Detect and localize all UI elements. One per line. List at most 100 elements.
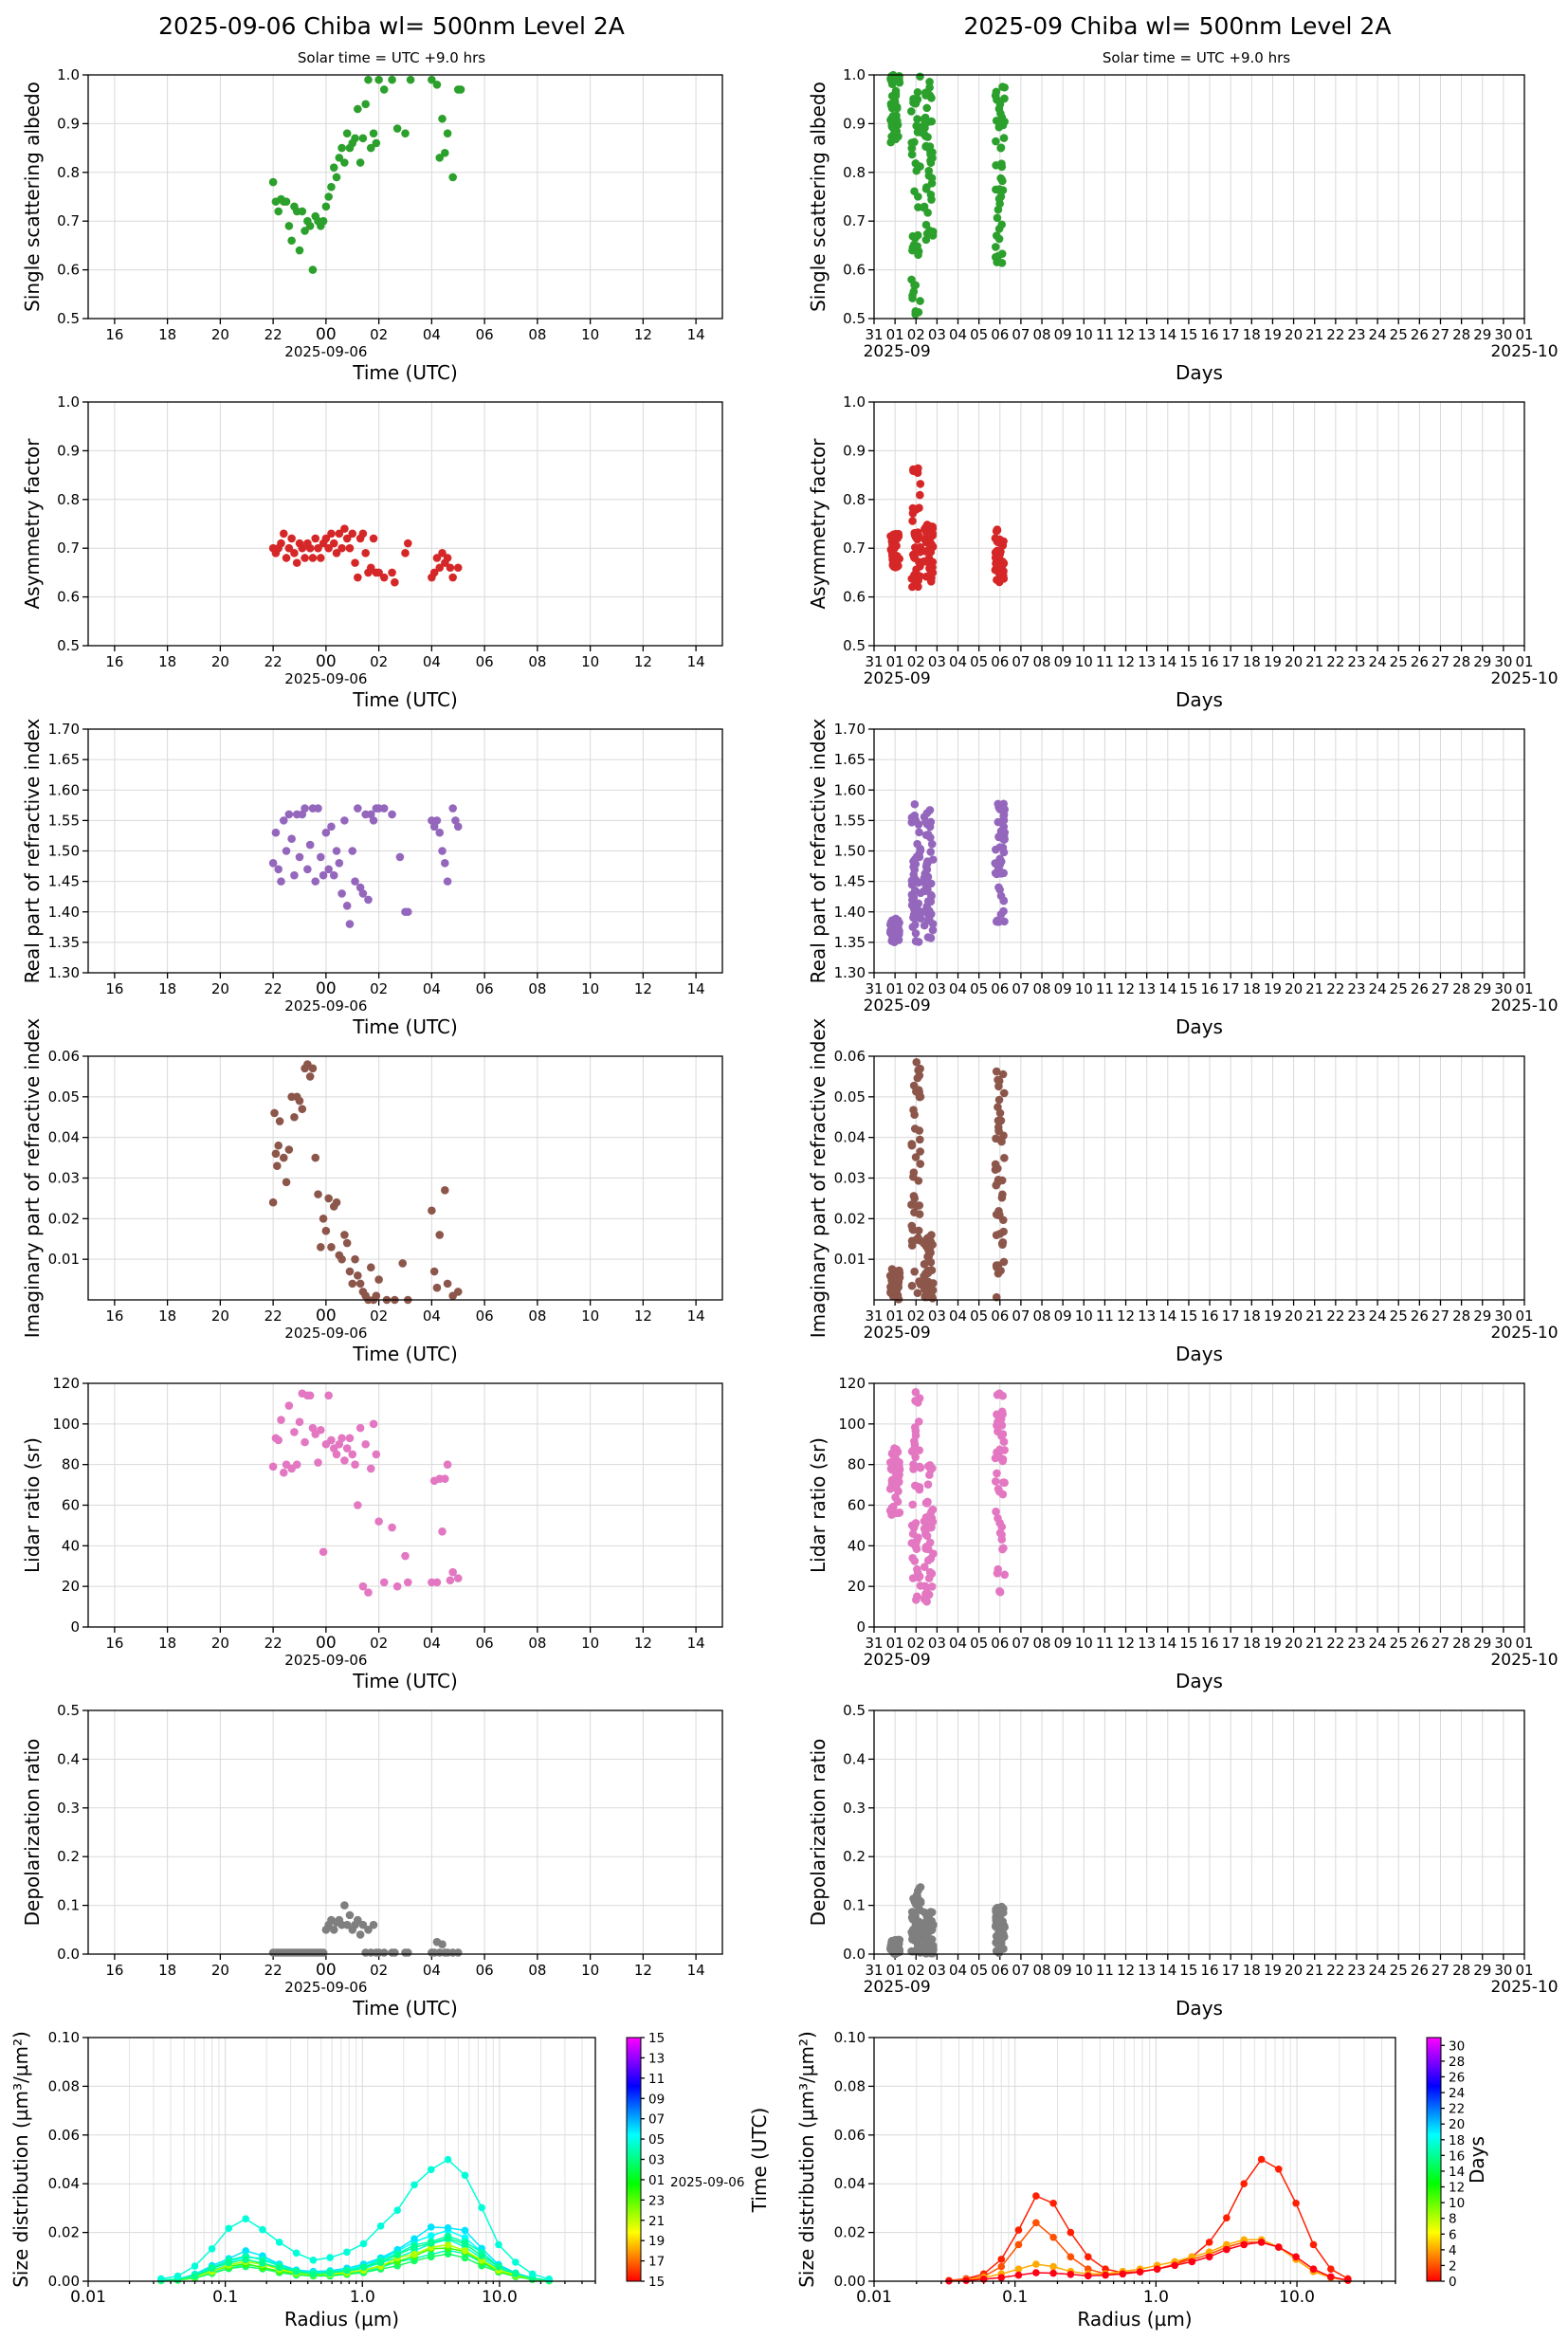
data-point [273, 1161, 282, 1170]
data-point [991, 868, 1000, 878]
data-point [909, 504, 918, 514]
data-point [913, 230, 922, 240]
series-point [427, 2232, 435, 2239]
colorbar-tick-label: 28 [1449, 2055, 1465, 2070]
data-point [354, 1915, 362, 1925]
data-point [332, 173, 341, 182]
panels: 0.5 0.6 0.7 0.8 0.9 1.0 Single scattering albe… [9, 66, 1559, 2331]
y-tick-label: 0.06 [48, 1048, 80, 1065]
data-point [913, 1289, 922, 1298]
data-point [894, 1487, 903, 1496]
data-point [992, 116, 1001, 125]
data-point [345, 1434, 355, 1443]
data-point [301, 1437, 309, 1447]
data-point [388, 810, 396, 819]
data-point [913, 839, 921, 849]
x-axis-label: Time (UTC) [352, 361, 458, 384]
colorbar-tick-label: 09 [648, 2092, 665, 2107]
data-point [335, 859, 344, 868]
data-point [329, 539, 338, 548]
x-axis-label: Days [1176, 361, 1223, 384]
x-tick-label: 16 [105, 653, 123, 670]
data-point [908, 1529, 918, 1539]
data-point [920, 120, 929, 130]
data-point [271, 828, 281, 837]
data-point [348, 529, 357, 539]
x-tick-label: 10 [581, 326, 599, 343]
series-point [242, 2256, 250, 2263]
x-tick-label: 20 [211, 1635, 229, 1652]
x-tick-label: 19 [1264, 1635, 1282, 1652]
data-point [922, 1597, 931, 1606]
data-point [354, 1271, 362, 1280]
x-tick-label: 12 [634, 653, 652, 670]
series-point [242, 2247, 250, 2255]
data-point [356, 1279, 365, 1289]
x-month-end-label: 2025-10 [1490, 342, 1558, 361]
data-point [924, 1590, 934, 1600]
data-point [887, 1475, 897, 1485]
x-tick-label: 10 [581, 980, 599, 997]
data-point [348, 1450, 357, 1459]
data-point [911, 929, 921, 938]
x-tick-label: 05 [970, 980, 988, 997]
x-tick-label: 16 [1201, 980, 1219, 997]
series-point [410, 2250, 418, 2258]
y-tick-label: 80 [848, 1456, 866, 1473]
data-point [912, 1596, 921, 1604]
plot-frame [87, 2037, 596, 2282]
data-point [994, 234, 1004, 244]
data-point [295, 1096, 304, 1106]
y-tick-label: 1.35 [48, 934, 80, 951]
x-tick-label: 16 [105, 980, 123, 997]
data-point [379, 804, 389, 813]
data-point [374, 568, 383, 577]
plot-frame [87, 74, 723, 320]
x-tick-label: 08 [528, 1635, 546, 1652]
x-tick-label: 10 [581, 1962, 599, 1979]
data-point [435, 563, 445, 573]
x-month-start-label: 2025-09 [864, 1651, 931, 1670]
plot-frame [87, 1382, 723, 1628]
data-point [287, 236, 296, 246]
x-month-end-label: 2025-10 [1490, 1324, 1558, 1343]
data-point [345, 1910, 355, 1920]
x-tick-label: 06 [476, 980, 494, 997]
series-point [1102, 2271, 1109, 2279]
data-point [921, 220, 931, 229]
x-tick-label: 22 [1326, 326, 1344, 343]
y-tick-label: 0.8 [843, 491, 866, 508]
series-point [1240, 2180, 1249, 2187]
series-point [461, 2254, 469, 2262]
x-tick-label: 05 [970, 1307, 988, 1325]
series-point [343, 2248, 351, 2257]
x-tick-label: 06 [991, 653, 1009, 670]
x-tick-label: 22 [264, 326, 283, 343]
x-tick-label: 20 [211, 1307, 229, 1325]
x-tick-label: 02 [370, 1962, 388, 1979]
data-point [369, 534, 378, 543]
x-tick-label: 03 [928, 1307, 946, 1325]
x-tick-label: 04 [423, 1307, 441, 1325]
y-tick-label: 100 [838, 1416, 866, 1433]
data-point [298, 543, 307, 553]
y-tick-label: 1.50 [48, 843, 80, 860]
data-point [345, 920, 355, 928]
x-tick-label: 18 [1243, 980, 1261, 997]
data-point [999, 1932, 1009, 1942]
data-point [364, 895, 373, 905]
data-point [438, 1940, 447, 1949]
x-tick-label: 30 [1494, 1307, 1512, 1325]
x-tick-label: 10 [1075, 980, 1093, 997]
data-point [992, 562, 1001, 572]
y-tick-label: 0.7 [57, 539, 80, 557]
data-point [443, 129, 452, 137]
x-tick-label: 18 [158, 980, 176, 997]
data-point [923, 209, 932, 217]
x-tick-label: 04 [949, 1635, 967, 1652]
data-point [270, 1108, 279, 1118]
series-point [1032, 2219, 1040, 2227]
x-tick-label: 14 [687, 1307, 705, 1325]
data-points [268, 804, 463, 928]
